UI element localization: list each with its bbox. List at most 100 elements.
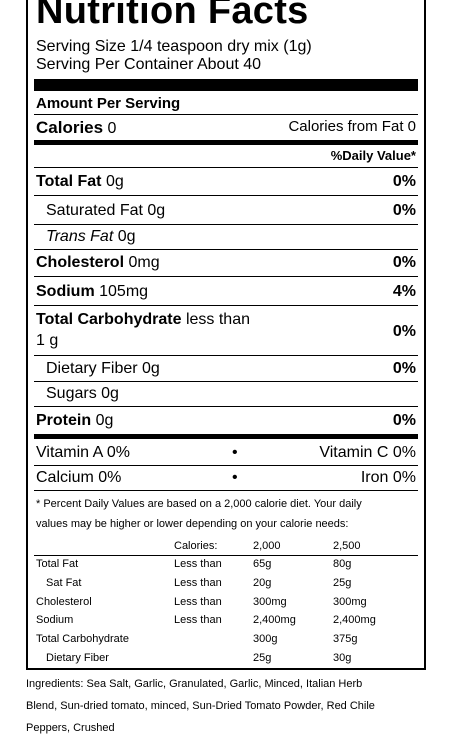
dv-table-calories-label: Calories: — [174, 540, 218, 552]
total-carbohydrate-row: Total Carbohydrate less than 0% — [36, 311, 416, 340]
nutrient-label: Sodium — [36, 283, 95, 300]
nutrient-dv: 4% — [392, 283, 416, 300]
total-carbohydrate-amount-row: 1 g — [36, 332, 416, 350]
dv-table-value-2500: 300mg — [333, 596, 367, 608]
dv-table-nutrient: Sat Fat — [46, 577, 82, 589]
calories-row: Calories 0 Calories from Fat 0 — [36, 118, 416, 138]
divider — [34, 555, 418, 556]
protein-row: Protein 0g 0% — [36, 412, 416, 430]
nutrient-amount: 0g — [117, 228, 136, 245]
nutrient-amount: 0g — [147, 202, 166, 219]
nutrient-dv: 0% — [392, 412, 416, 429]
cholesterol-row: Cholesterol 0mg 0% — [36, 254, 416, 272]
dv-table-col2-header: 2,500 — [333, 540, 361, 552]
dv-table-col1-header: 2,000 — [253, 540, 281, 552]
dv-table-value-2000: 25g — [253, 652, 272, 664]
nutrition-facts-panel: Nutrition Facts Serving Size 1/4 teaspoo… — [26, 0, 426, 670]
divider — [34, 465, 418, 466]
serving-size: Serving Size 1/4 teaspoon dry mix (1g) — [36, 38, 312, 55]
calories-from-fat-label: Calories from Fat — [288, 118, 404, 135]
nutrient-amount: 0mg — [128, 254, 160, 271]
divider — [34, 114, 418, 115]
thick-divider — [34, 79, 418, 91]
dv-table-value-2000: 20g — [253, 577, 272, 589]
dv-table-value-2500: 2,400mg — [333, 614, 376, 626]
nutrient-label: Sugars — [46, 385, 97, 402]
divider — [34, 406, 418, 407]
sodium-row: Sodium 105mg 4% — [36, 283, 416, 301]
dv-table-nutrient: Total Fat — [36, 558, 79, 570]
nutrient-dv: 0% — [392, 360, 416, 377]
trans-fat-row: Trans Fat 0g — [46, 228, 416, 246]
nutrient-dv: 0% — [392, 323, 416, 340]
saturated-fat-row: Saturated Fat 0g 0% — [46, 202, 416, 220]
nutrient-amount: 0g — [101, 385, 119, 402]
bullet-separator: • — [232, 444, 238, 461]
ingredients-line: Peppers, Crushed — [26, 722, 115, 734]
divider — [34, 381, 418, 382]
dv-table-nutrient: Cholesterol — [36, 596, 92, 608]
calories-from-fat-value: 0 — [407, 118, 416, 135]
nutrient-label: Dietary Fiber — [46, 360, 138, 377]
total-fat-row: Total Fat 0g 0% — [36, 173, 416, 191]
divider — [34, 305, 418, 306]
calories-label: Calories — [36, 118, 104, 137]
dv-table-nutrient: Sodium — [36, 614, 74, 626]
nutrient-label: Trans Fat — [46, 228, 114, 245]
dv-table-nutrient: Dietary Fiber — [46, 652, 109, 664]
nutrient-label: Saturated Fat — [46, 202, 143, 219]
nutrient-amount: less than — [185, 311, 250, 328]
nutrient-label: Total Fat — [36, 173, 102, 190]
dv-table-value-2500: 80g — [333, 558, 352, 570]
nutrient-amount: 105mg — [99, 283, 149, 300]
calories-value: 0 — [107, 120, 117, 137]
nutrient-label: Protein — [36, 412, 92, 429]
divider — [34, 224, 418, 225]
ingredients-line: Ingredients: Sea Salt, Garlic, Granulate… — [26, 678, 363, 690]
nutrient-dv: 0% — [392, 202, 416, 219]
dv-table-comparator: Less than — [174, 614, 222, 626]
divider — [34, 249, 418, 250]
ingredients: Ingredients: Sea Salt, Garlic, Granulate… — [26, 673, 426, 739]
medium-divider — [34, 434, 418, 439]
dietary-fiber-row: Dietary Fiber 0g 0% — [46, 360, 416, 378]
dv-table-value-2500: 25g — [333, 577, 352, 589]
nutrient-label: Cholesterol — [36, 254, 125, 271]
dv-table-value-2000: 2,400mg — [253, 614, 296, 626]
nutrient-amount: 0g — [95, 412, 114, 429]
dv-table-value-2000: 300mg — [253, 596, 287, 608]
dv-table-value-2500: 30g — [333, 652, 352, 664]
daily-value-header: %Daily Value* — [330, 148, 416, 163]
vitamin-c: Vitamin C 0% — [319, 444, 416, 461]
divider — [34, 167, 418, 168]
amount-per-serving: Amount Per Serving — [36, 95, 181, 112]
divider — [34, 355, 418, 356]
nutrient-amount-cont: 1 g — [36, 332, 59, 349]
nutrient-dv: 0% — [392, 254, 416, 271]
vitamin-a: Vitamin A 0% — [36, 444, 130, 461]
bullet-separator: • — [232, 469, 238, 486]
nutrient-dv: 0% — [392, 173, 416, 190]
servings-per-container: Serving Per Container About 40 — [36, 56, 262, 73]
dv-table-value-2500: 375g — [333, 633, 358, 645]
nutrient-label: Total Carbohydrate — [36, 311, 182, 328]
dv-table-value-2000: 300g — [253, 633, 278, 645]
footnote-line-2: values may be higher or lower depending … — [36, 518, 349, 530]
sugars-row: Sugars 0g — [46, 385, 416, 403]
medium-divider — [34, 140, 418, 145]
dv-table-comparator: Less than — [174, 577, 222, 589]
divider — [34, 276, 418, 277]
vitamin-row-1: Vitamin A 0% • Vitamin C 0% — [36, 444, 416, 462]
vitamin-row-2: Calcium 0% • Iron 0% — [36, 469, 416, 487]
divider — [34, 195, 418, 196]
calcium: Calcium 0% — [36, 469, 122, 486]
footnote-line-1: * Percent Daily Values are based on a 2,… — [36, 498, 362, 510]
divider — [34, 490, 418, 491]
nutrient-amount: 0g — [105, 173, 124, 190]
iron: Iron 0% — [360, 469, 416, 486]
dv-table-comparator: Less than — [174, 596, 222, 608]
page-title: Nutrition Facts — [36, 0, 309, 32]
dv-table-nutrient: Total Carbohydrate — [36, 633, 129, 645]
ingredients-line: Blend, Sun-dried tomato, minced, Sun-Dri… — [26, 700, 375, 712]
dv-table-comparator: Less than — [174, 558, 222, 570]
